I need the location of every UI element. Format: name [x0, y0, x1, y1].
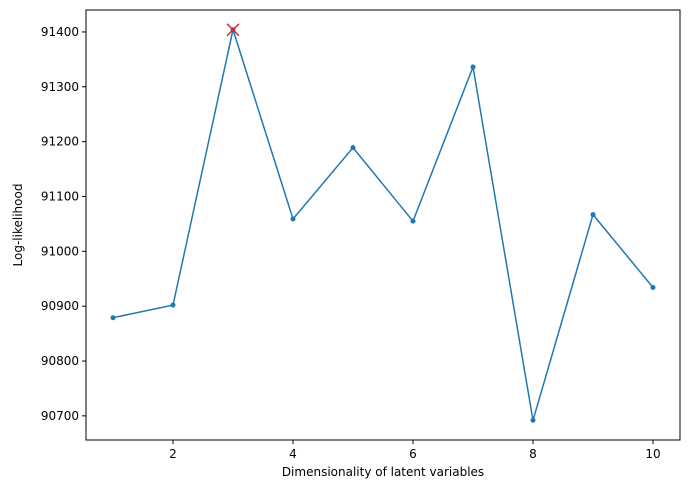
y-tick-label: 91300	[41, 80, 79, 94]
y-axis-label: Log-likelihood	[11, 184, 25, 267]
data-point	[410, 218, 416, 224]
series-line	[112, 26, 654, 421]
x-tick-label: 6	[409, 447, 417, 461]
y-tick-label: 91200	[41, 135, 79, 149]
x-tick-label: 10	[645, 447, 660, 461]
y-tick-label: 90900	[41, 299, 79, 313]
y-tick-label: 90700	[41, 409, 79, 423]
y-tick-label: 91000	[41, 244, 79, 258]
x-tick-label: 8	[529, 447, 537, 461]
max-highlight-marker	[226, 23, 240, 37]
data-point	[530, 417, 536, 423]
x-tick-label: 2	[169, 447, 177, 461]
data-point	[590, 212, 596, 218]
y-axis-ticks: 90700 90800 90900 91000 91100 91200 91300 91400	[41, 25, 86, 423]
marker-layer	[110, 23, 656, 423]
y-tick-label: 91400	[41, 25, 79, 39]
data-point	[650, 285, 656, 291]
data-point	[170, 302, 176, 308]
x-axis-label: Dimensionality of latent variables	[282, 465, 484, 479]
y-tick-label: 91100	[41, 189, 79, 203]
plot-area	[86, 10, 680, 440]
data-point	[290, 216, 296, 222]
series-layer	[112, 26, 654, 421]
x-axis-ticks: 2 4 6 8 10	[169, 440, 661, 461]
data-point	[350, 145, 356, 151]
plot-frame	[85, 9, 681, 441]
data-point	[110, 315, 116, 321]
data-point	[470, 64, 476, 70]
x-tick-label: 4	[289, 447, 297, 461]
y-tick-label: 90800	[41, 354, 79, 368]
